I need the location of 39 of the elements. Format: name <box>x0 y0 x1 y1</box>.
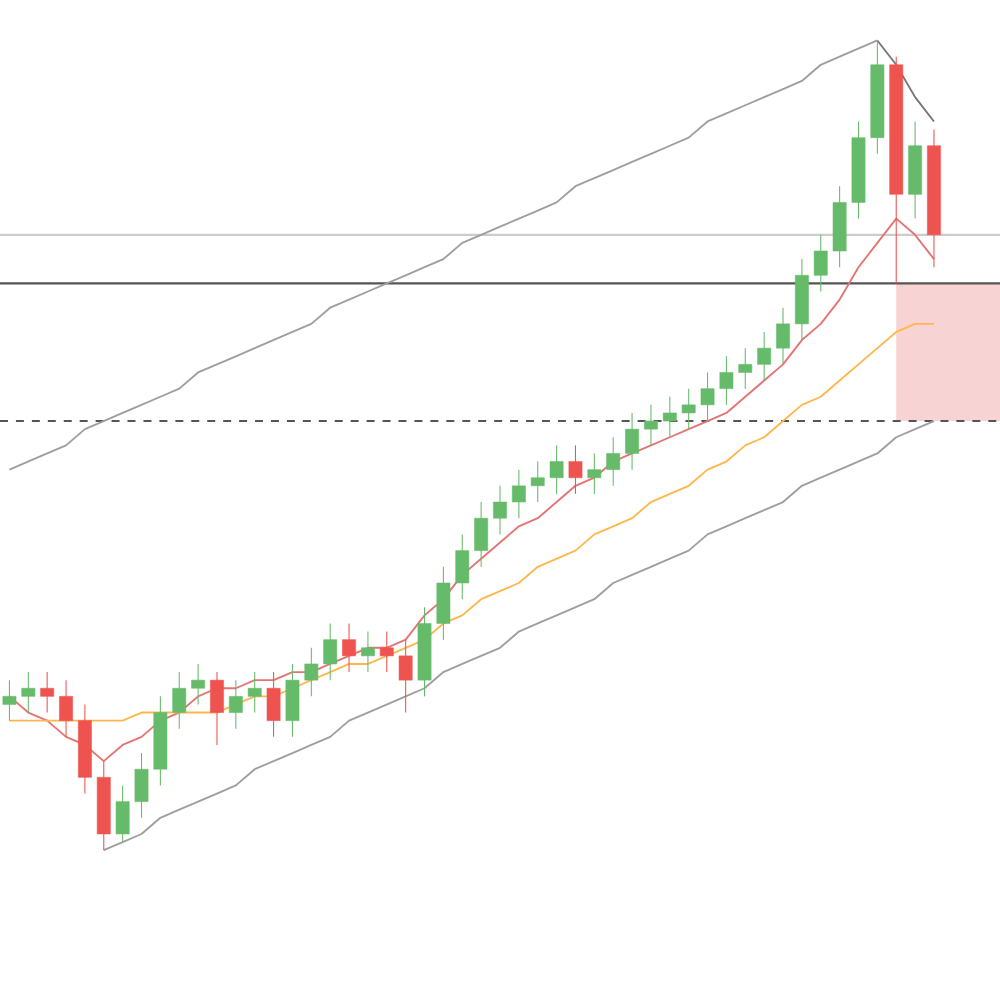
candlestick <box>568 444 583 495</box>
candlestick <box>493 485 507 535</box>
candlestick <box>606 436 621 487</box>
candlestick <box>549 444 564 495</box>
candlestick <box>361 631 375 673</box>
candlestick <box>247 671 262 714</box>
candlestick <box>191 663 205 705</box>
candlestick <box>21 671 36 714</box>
candlestick <box>323 622 338 681</box>
candlestick <box>115 784 130 843</box>
candlestick <box>700 371 715 422</box>
candlestick <box>530 461 545 503</box>
candlestick <box>455 533 470 600</box>
candlestick <box>662 396 677 438</box>
candlestick <box>776 307 790 365</box>
candlestick <box>398 639 413 714</box>
candlestick <box>587 452 602 495</box>
candlestick <box>644 404 658 446</box>
candlestick <box>625 412 639 471</box>
candlestick <box>172 671 187 730</box>
candlestick <box>59 679 73 738</box>
candlestick <box>738 347 753 390</box>
candlestick <box>342 622 356 673</box>
candlestick <box>474 501 489 568</box>
candlestick <box>304 647 319 697</box>
candlestick <box>285 663 300 738</box>
candlestick <box>813 234 828 293</box>
candlestick <box>266 671 281 738</box>
candlestick <box>40 671 55 714</box>
candlestick <box>681 388 696 430</box>
candlestick <box>436 566 451 641</box>
candlestick <box>719 355 734 406</box>
candlestick <box>757 331 772 382</box>
candlestick <box>134 752 149 819</box>
candlestick <box>228 679 243 730</box>
candlestick <box>2 679 17 722</box>
candlestick <box>210 671 224 746</box>
candlestick <box>379 631 394 673</box>
candlestick <box>511 469 526 519</box>
